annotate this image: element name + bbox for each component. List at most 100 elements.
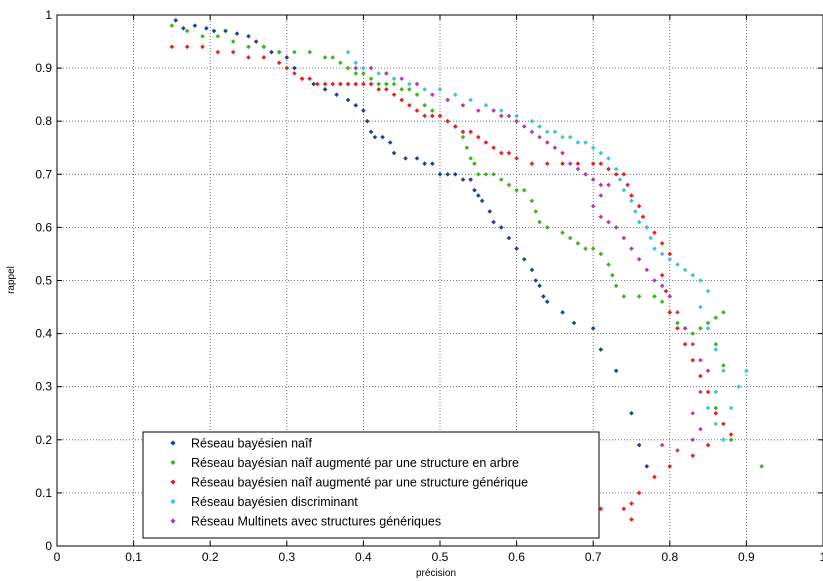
data-point — [353, 102, 359, 108]
legend-label: Réseau bayésien naîf — [191, 437, 312, 451]
data-point — [698, 304, 703, 310]
data-point — [491, 145, 496, 151]
data-point — [391, 92, 397, 97]
data-point — [705, 442, 711, 448]
legend-label: Réseau Multinets avec structures génériq… — [191, 515, 441, 529]
data-point — [598, 182, 604, 188]
data-point — [610, 272, 615, 278]
data-point — [261, 44, 267, 50]
data-point — [659, 251, 665, 257]
data-point — [675, 448, 680, 453]
data-point — [613, 368, 619, 374]
data-point — [468, 177, 473, 182]
data-point — [652, 278, 657, 283]
data-point — [460, 102, 466, 108]
data-point — [514, 246, 519, 251]
data-point — [560, 150, 565, 156]
data-point — [606, 219, 611, 225]
data-point — [460, 129, 466, 135]
data-point — [330, 55, 336, 60]
data-point — [246, 55, 251, 60]
data-point — [368, 76, 374, 82]
data-point — [380, 134, 385, 140]
data-point — [606, 182, 611, 188]
data-point — [384, 87, 389, 92]
data-point — [453, 92, 458, 97]
series-3 — [169, 44, 734, 522]
data-point — [629, 246, 634, 251]
data-point — [629, 198, 634, 204]
y-tick-label: 0.6 — [35, 220, 52, 234]
data-point — [437, 172, 443, 177]
data-point — [498, 150, 504, 156]
data-point — [571, 320, 577, 326]
data-point — [544, 129, 550, 135]
data-point — [537, 219, 542, 225]
data-point — [453, 172, 458, 177]
y-tick-label: 0.4 — [35, 327, 52, 341]
data-point — [215, 49, 221, 55]
data-point — [590, 177, 596, 182]
y-tick-label: 1 — [45, 8, 52, 22]
data-point — [353, 71, 359, 76]
data-point — [636, 203, 642, 209]
data-point — [476, 193, 481, 198]
data-point — [345, 49, 351, 55]
data-point — [675, 310, 680, 315]
data-point — [521, 187, 527, 193]
data-point — [575, 166, 581, 172]
data-point — [253, 39, 259, 44]
data-point — [184, 44, 190, 50]
data-point — [583, 172, 588, 177]
x-tick-label: 0.8 — [661, 550, 678, 564]
y-tick-label: 0.9 — [35, 61, 52, 75]
data-point — [315, 81, 320, 87]
data-point — [690, 341, 696, 347]
data-point — [468, 97, 473, 103]
data-point — [667, 251, 673, 257]
data-point — [613, 225, 619, 230]
data-point — [491, 108, 496, 113]
data-point — [621, 187, 627, 193]
data-point — [648, 235, 653, 241]
data-point — [334, 92, 339, 97]
data-point — [399, 97, 404, 103]
data-point — [544, 140, 550, 145]
data-point — [399, 76, 404, 82]
data-point — [529, 198, 535, 204]
data-point — [617, 177, 623, 182]
data-point — [675, 325, 680, 331]
data-point — [698, 373, 703, 379]
data-point — [430, 108, 435, 113]
data-point — [721, 310, 726, 315]
data-point — [361, 71, 366, 76]
y-tick-label: 0.3 — [35, 380, 52, 394]
y-tick-label: 0 — [45, 539, 52, 553]
data-point — [544, 161, 550, 166]
data-point — [575, 140, 581, 145]
data-points — [169, 18, 765, 522]
data-point — [682, 341, 688, 347]
x-tick-label: 0.9 — [738, 550, 755, 564]
data-point — [414, 92, 420, 97]
data-point — [613, 166, 619, 172]
data-point — [506, 113, 512, 119]
legend-box — [142, 431, 600, 539]
axis-ticks: 0 0.1 0.2 0.3 0.4 0.5 0.6 0.7 0.8 0.9 1 0 0.1 0.2 0.3 0… — [35, 8, 823, 564]
data-point — [345, 97, 351, 103]
data-point — [621, 294, 627, 299]
data-point — [491, 219, 496, 225]
data-point — [223, 28, 228, 34]
data-point — [667, 256, 673, 262]
data-point — [744, 368, 749, 374]
legend-marker — [170, 440, 176, 446]
y-tick-label: 0.2 — [35, 433, 52, 447]
data-point — [514, 187, 519, 193]
y-axis-label: rappel — [6, 266, 17, 294]
data-point — [659, 442, 665, 448]
data-point — [590, 145, 596, 151]
data-point — [629, 501, 634, 506]
legend-marker — [170, 498, 176, 505]
data-point — [529, 129, 535, 135]
data-point — [759, 464, 765, 469]
